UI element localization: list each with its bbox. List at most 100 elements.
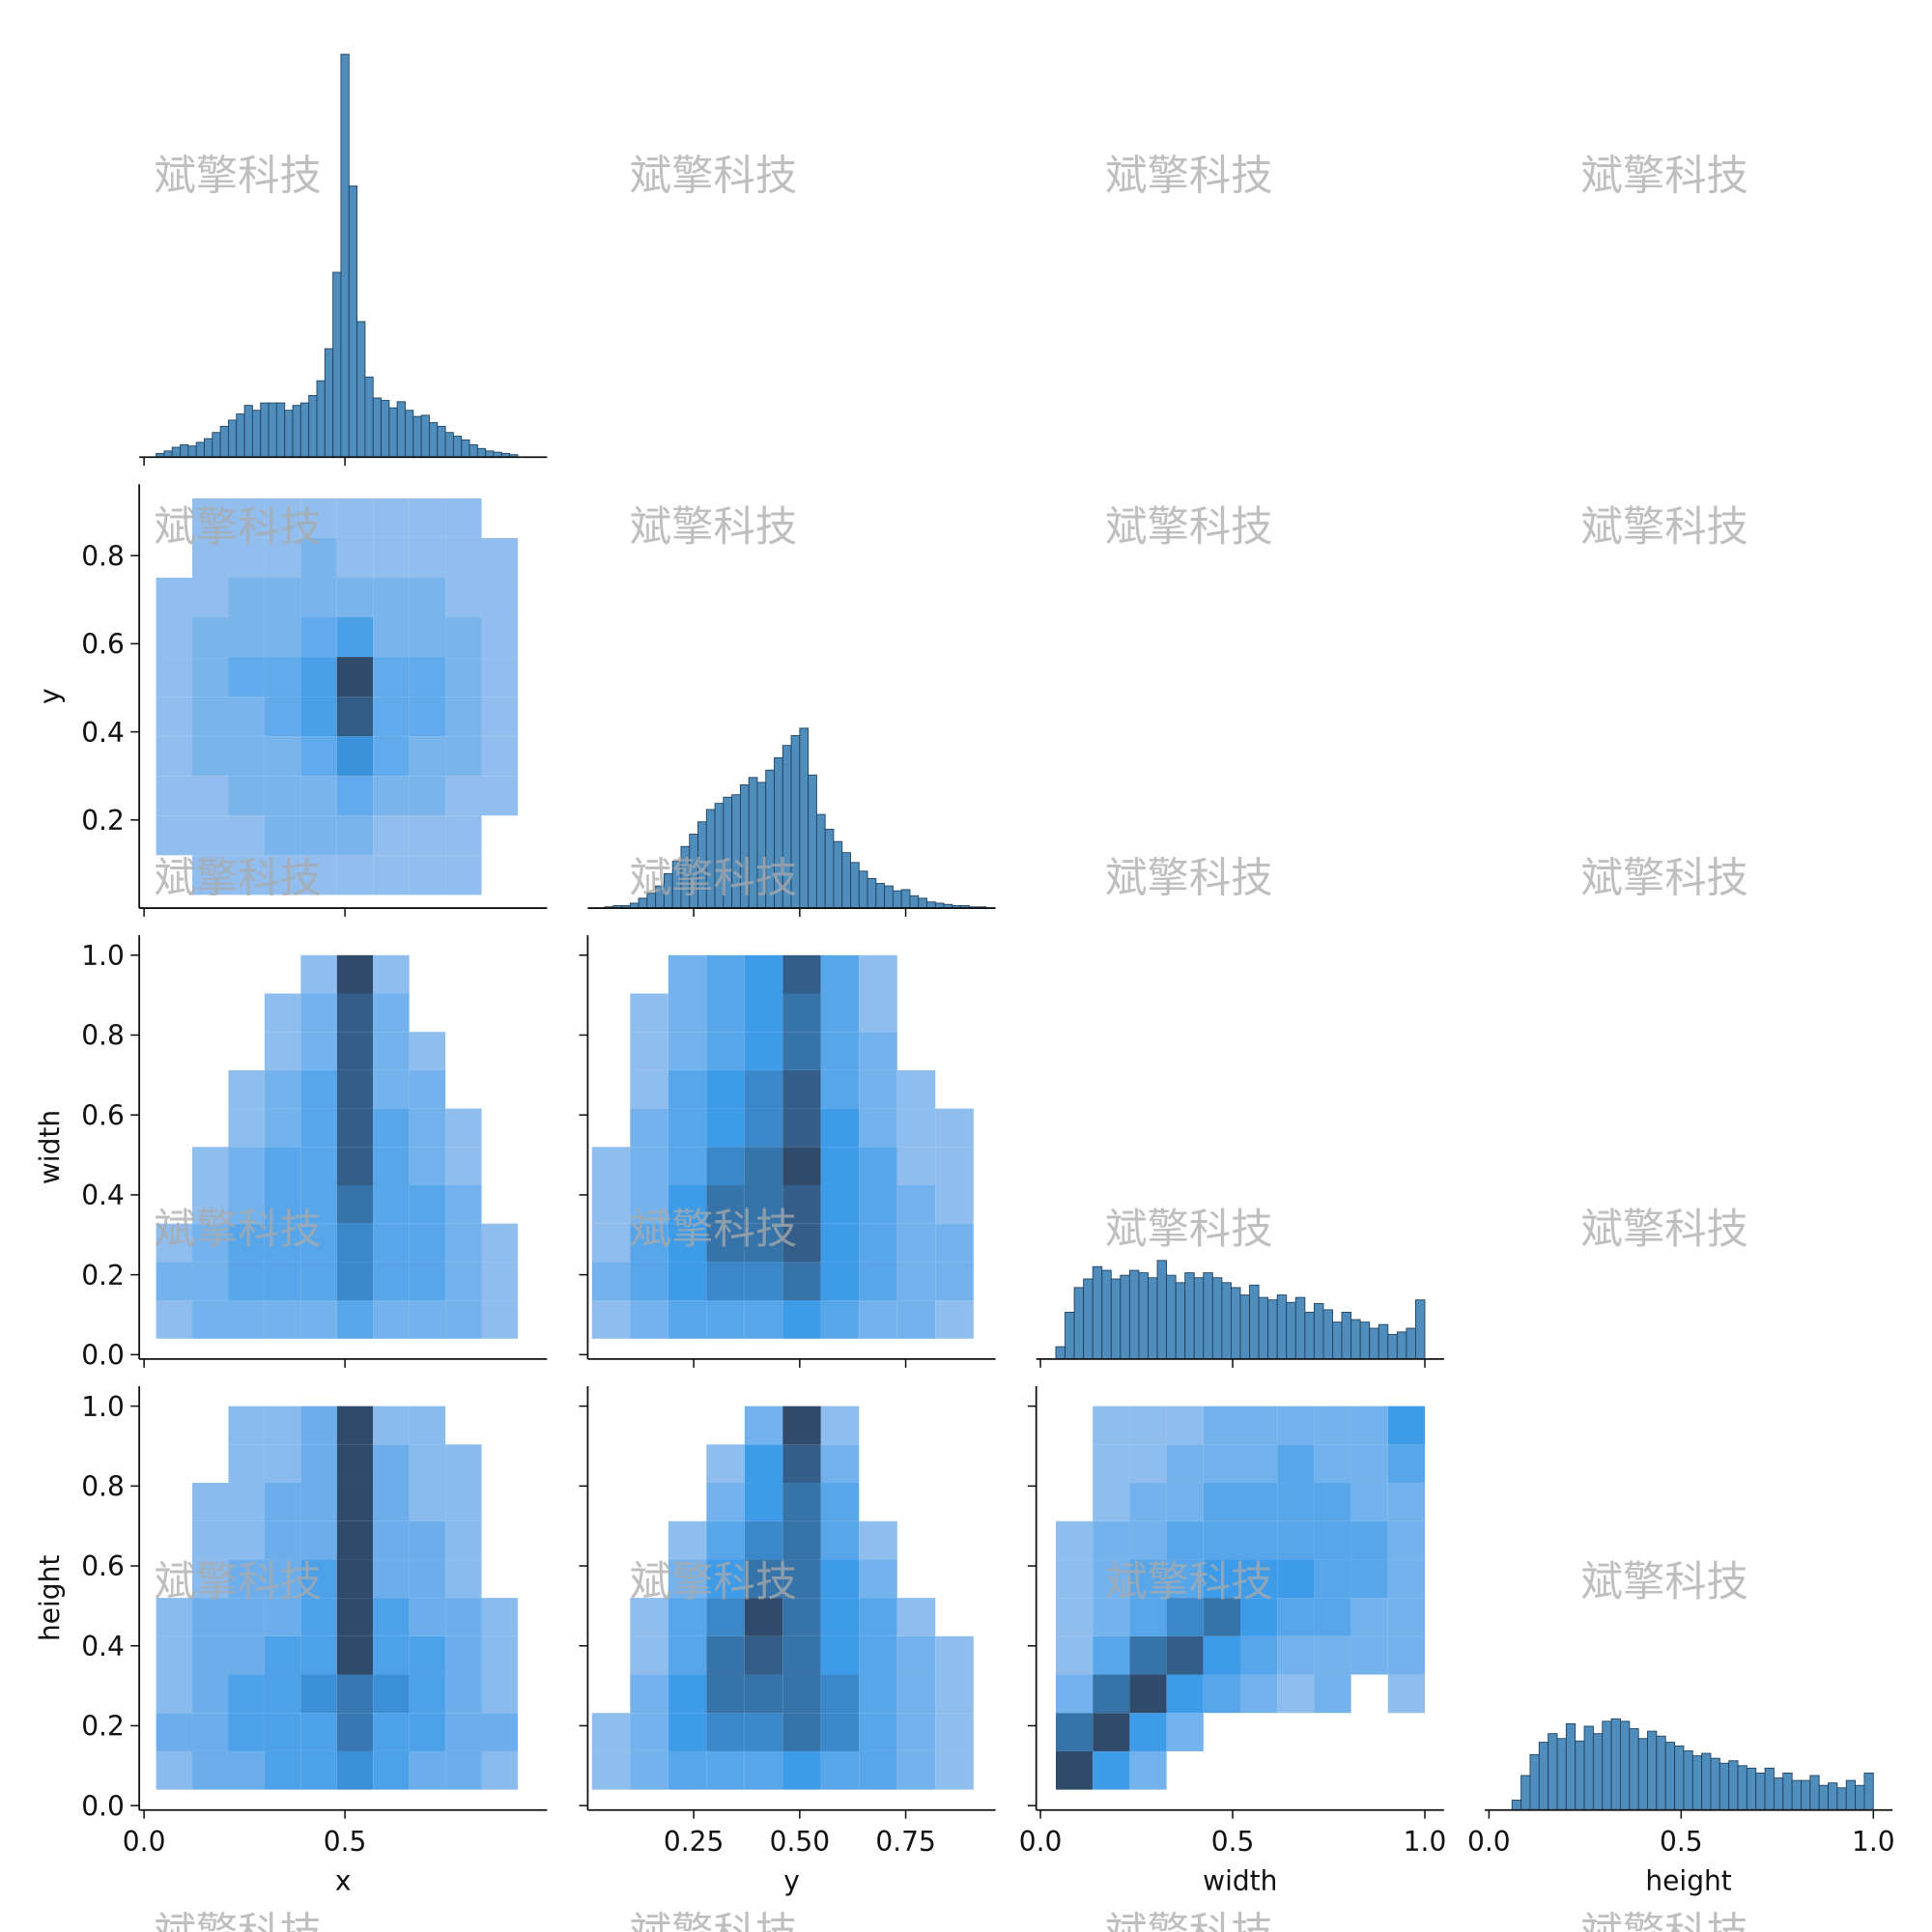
heat-cell xyxy=(373,1674,410,1714)
heat-cell xyxy=(192,1713,229,1751)
heat-cell xyxy=(300,1598,337,1636)
heat-cell xyxy=(935,1184,974,1224)
bar xyxy=(1156,1260,1168,1360)
bar xyxy=(316,380,326,458)
bar xyxy=(420,414,430,458)
heat-cell xyxy=(445,1262,482,1301)
bar xyxy=(1313,1303,1324,1360)
heat-cell xyxy=(445,1223,482,1263)
bar xyxy=(824,828,835,909)
heat-cell xyxy=(859,1069,897,1109)
heat-cell xyxy=(481,1223,518,1263)
heat-cell xyxy=(300,855,337,895)
bar xyxy=(1565,1722,1577,1811)
heat-cell xyxy=(1240,1444,1278,1484)
heat-cell xyxy=(192,776,229,816)
heat-cell xyxy=(445,1300,482,1339)
y-tick-label: 0.4 xyxy=(81,1179,125,1211)
heat-cell xyxy=(264,497,301,538)
bar xyxy=(1083,1278,1094,1360)
heat-cell xyxy=(445,1520,482,1560)
heat-cell xyxy=(300,954,337,994)
heat-cell xyxy=(706,1147,745,1185)
heat-cell xyxy=(1166,1406,1204,1445)
heat-cell xyxy=(300,537,337,578)
heat-cell xyxy=(1277,1406,1315,1445)
heat-cell xyxy=(336,1444,374,1484)
bar xyxy=(284,410,294,458)
bar xyxy=(1101,1269,1112,1360)
x-tick-label: 0.75 xyxy=(875,1826,935,1858)
heat-cell xyxy=(336,657,374,697)
heat-cell xyxy=(706,1444,745,1484)
watermark: 斌擎科技 xyxy=(630,1909,797,1932)
heat-cell xyxy=(192,1300,229,1339)
heat-cell xyxy=(820,1559,860,1599)
heat-cell xyxy=(1203,1520,1240,1560)
heat-cell xyxy=(1350,1444,1388,1484)
y-tick-label: 0.0 xyxy=(81,1790,125,1822)
bar xyxy=(476,447,487,458)
heat-cell xyxy=(300,1444,337,1484)
bar xyxy=(1166,1274,1177,1360)
heat-cell xyxy=(1129,1520,1167,1560)
heat-cell xyxy=(935,1635,974,1675)
heat-cell xyxy=(668,1300,707,1339)
heat-cell xyxy=(192,1223,229,1263)
heat-cell xyxy=(409,617,446,658)
heat-cell xyxy=(192,497,229,538)
bar xyxy=(1683,1750,1693,1811)
heat-cell xyxy=(1055,1750,1094,1790)
panel: 0.0 0.2 0.4 0.6 0.8 1.0 height 0.0 0.5 x xyxy=(34,1385,548,1897)
heat-cell xyxy=(336,1406,374,1445)
heat-cell xyxy=(1314,1483,1351,1521)
bar xyxy=(1193,1277,1205,1360)
bar xyxy=(1341,1311,1352,1360)
heat-cell xyxy=(630,1300,668,1339)
heat-cell xyxy=(336,1032,374,1070)
heat-cell xyxy=(1277,1674,1315,1714)
heat-cell xyxy=(820,1147,860,1185)
bar xyxy=(163,450,173,458)
bar xyxy=(180,444,189,458)
heat-cell xyxy=(896,1108,936,1148)
heat-cell xyxy=(409,1750,446,1790)
heat-cell xyxy=(782,1223,821,1263)
watermark: 斌擎科技 xyxy=(1580,1206,1747,1254)
heat-cell xyxy=(409,776,446,816)
heat-cell xyxy=(859,993,897,1033)
heat-cell xyxy=(820,1674,860,1714)
heat-cell xyxy=(1277,1635,1315,1675)
heat-cell xyxy=(336,1713,374,1751)
heat-cell xyxy=(445,1750,482,1790)
heat-cell xyxy=(1203,1483,1240,1521)
heat-cell xyxy=(1093,1559,1130,1599)
heat-cell xyxy=(228,855,265,895)
heat-cell xyxy=(744,1262,783,1301)
heat-cell xyxy=(264,1184,301,1224)
bar xyxy=(1415,1299,1426,1360)
heat-cell xyxy=(373,1223,410,1263)
heat-cell xyxy=(373,993,410,1033)
heat-cell xyxy=(820,1444,860,1484)
heat-cell xyxy=(1166,1520,1204,1560)
bar xyxy=(437,425,446,458)
heat-cell xyxy=(409,696,446,737)
heat-cell xyxy=(1350,1635,1388,1675)
watermark: 斌擎科技 xyxy=(630,854,797,902)
heat-cell xyxy=(1387,1483,1426,1521)
heat-cell xyxy=(192,736,229,777)
heat-cell xyxy=(300,1184,337,1224)
heat-cell xyxy=(192,855,229,895)
heat-cell xyxy=(1350,1559,1388,1599)
bar xyxy=(1369,1327,1379,1360)
heat-cell xyxy=(859,1713,897,1751)
bar xyxy=(1592,1733,1604,1811)
heat-cell xyxy=(896,1069,936,1109)
bar xyxy=(412,415,422,458)
heat-cell xyxy=(1203,1674,1240,1714)
heat-cell xyxy=(409,1559,446,1599)
heat-cell xyxy=(264,1108,301,1148)
bar xyxy=(1575,1740,1585,1811)
heat-cell xyxy=(336,855,374,895)
